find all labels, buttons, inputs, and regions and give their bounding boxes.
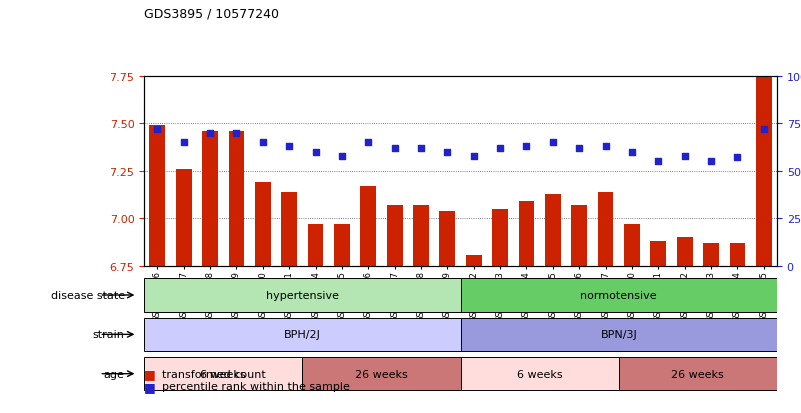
Text: BPH/2J: BPH/2J — [284, 330, 321, 339]
Point — [758, 126, 771, 133]
Point — [203, 130, 216, 137]
Point — [230, 130, 243, 137]
Bar — [677, 238, 693, 266]
Bar — [466, 255, 481, 266]
Bar — [255, 183, 271, 266]
Bar — [756, 71, 771, 266]
Point — [626, 149, 638, 156]
Point — [441, 149, 454, 156]
Bar — [302, 357, 461, 391]
Point — [705, 159, 718, 165]
Bar — [545, 194, 561, 266]
Bar — [387, 206, 403, 266]
Point — [336, 153, 348, 159]
Point — [652, 159, 665, 165]
Bar — [624, 225, 640, 266]
Point — [520, 143, 533, 150]
Bar — [281, 192, 297, 266]
Point — [283, 143, 296, 150]
Text: age: age — [104, 369, 125, 379]
Text: transformed count: transformed count — [162, 369, 266, 379]
Point — [493, 145, 506, 152]
Bar — [571, 206, 587, 266]
Point — [309, 149, 322, 156]
Bar — [650, 242, 666, 266]
Point — [256, 140, 269, 146]
Point — [177, 140, 190, 146]
Point — [678, 153, 691, 159]
Text: hypertensive: hypertensive — [266, 290, 339, 300]
Bar — [308, 225, 324, 266]
Text: BPN/3J: BPN/3J — [601, 330, 637, 339]
Point — [151, 126, 163, 133]
Text: GDS3895 / 10577240: GDS3895 / 10577240 — [144, 8, 280, 21]
Text: strain: strain — [93, 330, 125, 339]
Text: 26 weeks: 26 weeks — [671, 369, 724, 379]
Bar — [228, 131, 244, 266]
Bar — [202, 131, 218, 266]
Bar — [176, 169, 191, 266]
Point — [546, 140, 559, 146]
Point — [573, 145, 586, 152]
Text: percentile rank within the sample: percentile rank within the sample — [162, 381, 350, 391]
Point — [362, 140, 375, 146]
Text: 6 weeks: 6 weeks — [200, 369, 246, 379]
Bar — [144, 357, 303, 391]
Bar — [461, 357, 618, 391]
Bar — [440, 211, 455, 266]
Text: disease state: disease state — [50, 290, 125, 300]
Text: normotensive: normotensive — [581, 290, 657, 300]
Bar — [703, 244, 719, 266]
Point — [731, 155, 744, 161]
Bar — [618, 357, 777, 391]
Text: ■: ■ — [144, 380, 156, 393]
Bar — [144, 278, 461, 312]
Bar — [360, 187, 376, 266]
Bar — [518, 202, 534, 266]
Bar — [144, 318, 461, 351]
Bar — [413, 206, 429, 266]
Bar — [492, 209, 508, 266]
Point — [415, 145, 428, 152]
Bar — [334, 225, 350, 266]
Bar — [730, 244, 745, 266]
Bar — [461, 318, 777, 351]
Point — [388, 145, 401, 152]
Text: 6 weeks: 6 weeks — [517, 369, 562, 379]
Bar — [150, 126, 165, 266]
Point — [599, 143, 612, 150]
Point — [467, 153, 480, 159]
Bar — [598, 192, 614, 266]
Bar — [461, 278, 777, 312]
Text: ■: ■ — [144, 367, 156, 380]
Text: 26 weeks: 26 weeks — [355, 369, 408, 379]
